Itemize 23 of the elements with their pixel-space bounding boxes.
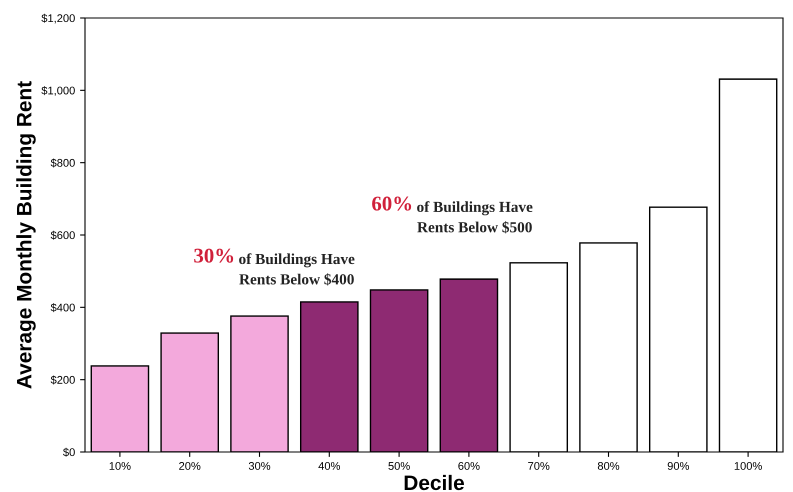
y-axis-title: Average Monthly Building Rent (16, 81, 36, 389)
annotation: of Buildings Have Rents Below $400 (239, 253, 354, 286)
x-tick-label: 10% (110, 462, 131, 470)
y-tick-label: $0 (63, 448, 75, 457)
x-tick-label: 50% (388, 462, 410, 470)
y-tick-label: $200 (50, 375, 75, 384)
y-tick-label: $600 (50, 230, 75, 240)
annotation: 60% (372, 196, 412, 211)
x-tick-label: 30% (248, 462, 270, 470)
annotation: of Buildings Have Rents Below $500 (417, 201, 532, 234)
x-tick-label: 80% (598, 462, 620, 470)
x-tick-label: 60% (458, 462, 480, 470)
y-tick-label: $800 (50, 158, 75, 168)
x-tick-label: 40% (318, 462, 340, 470)
annotation: 30% (194, 248, 234, 263)
y-tick-label: $400 (50, 303, 75, 312)
x-tick-label: 90% (668, 462, 690, 470)
y-tick-label: $1,200 (41, 14, 75, 24)
x-tick-label: 100% (734, 462, 762, 470)
x-tick-label: 20% (179, 462, 200, 470)
x-axis-title: Decile (404, 474, 464, 490)
x-tick-label: 70% (528, 462, 550, 470)
y-tick-label: $1,000 (41, 86, 75, 96)
